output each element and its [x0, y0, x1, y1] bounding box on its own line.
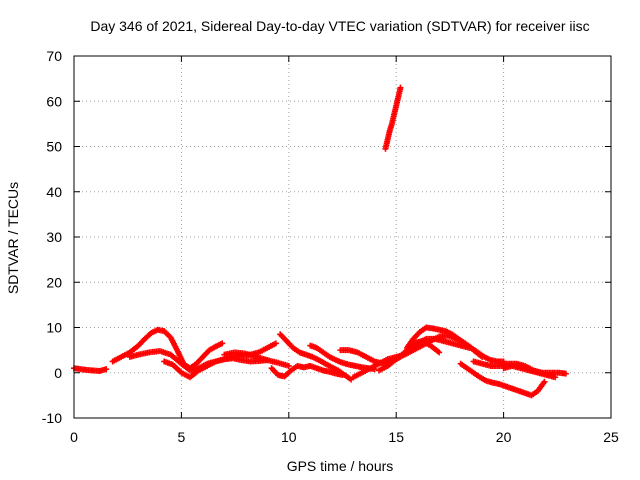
series-track-5 [221, 349, 292, 369]
y-tick-label: 60 [46, 93, 62, 109]
data-point [552, 374, 559, 381]
y-tick-label: 0 [54, 365, 62, 381]
x-tick-label: 0 [70, 429, 78, 445]
y-tick-label: 40 [46, 184, 62, 200]
data-point [103, 366, 110, 373]
y-tick-label: 30 [46, 229, 62, 245]
series-track-11 [403, 324, 507, 365]
data-point [436, 349, 443, 356]
data-point [285, 362, 292, 369]
y-tick-label: 70 [46, 48, 62, 64]
x-tick-label: 15 [388, 429, 404, 445]
data-point [219, 340, 226, 347]
x-tick-label: 5 [178, 429, 186, 445]
x-axis-label: GPS time / hours [287, 458, 394, 474]
grid [74, 56, 611, 418]
axis-ticks: 0 5 10 15 20 25 -10 0 10 20 30 40 50 60 70 [42, 48, 619, 445]
series-track-6 [268, 362, 346, 380]
series-track-4 [161, 355, 271, 381]
series-track-1 [71, 365, 110, 374]
chart-title: Day 346 of 2021, Sidereal Day-to-day VTE… [90, 18, 589, 34]
data-point [272, 340, 279, 347]
x-tick-label: 25 [603, 429, 619, 445]
series-track-13 [457, 360, 548, 399]
data-point [541, 378, 548, 385]
y-axis-label: SDTVAR / TECUs [5, 182, 21, 294]
data-marks [71, 84, 569, 399]
series-track-15 [500, 362, 559, 381]
data-point [562, 370, 569, 377]
data-point [397, 84, 404, 91]
x-tick-label: 20 [496, 429, 512, 445]
series-track-16 [382, 84, 404, 152]
series-track-7 [277, 331, 355, 383]
x-tick-label: 10 [281, 429, 297, 445]
y-tick-label: 50 [46, 139, 62, 155]
series-track-12 [376, 338, 443, 374]
y-tick-label: 20 [46, 274, 62, 290]
y-tick-label: 10 [46, 320, 62, 336]
y-tick-label: -10 [42, 410, 62, 426]
series-track-2 [109, 326, 226, 372]
